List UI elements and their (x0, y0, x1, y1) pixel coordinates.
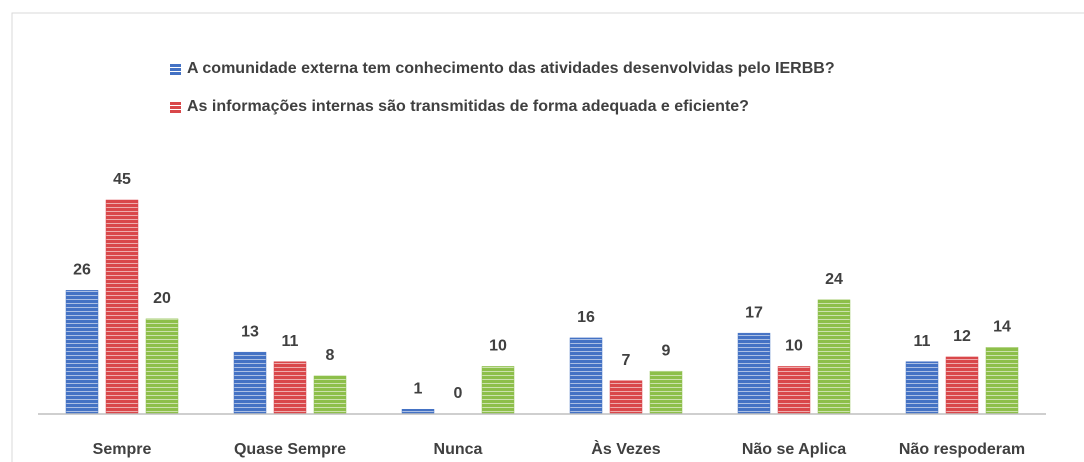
legend-label: As informações internas são transmitidas… (187, 98, 749, 115)
data-label: 16 (577, 309, 595, 326)
x-tick-label: Quase Sempre (234, 441, 346, 458)
chart-frame (11, 12, 1084, 462)
legend-swatch (170, 102, 181, 113)
bar (737, 332, 771, 415)
bar (273, 361, 307, 415)
data-label: 20 (153, 290, 171, 307)
data-label: 10 (785, 338, 803, 355)
bar (569, 337, 603, 415)
data-label: 1 (414, 380, 423, 397)
x-tick-label: Às Vezes (591, 439, 660, 458)
bar (65, 290, 99, 415)
bar (777, 366, 811, 415)
data-label: 26 (73, 262, 91, 279)
bar (145, 318, 179, 415)
x-tick-label: Não respoderam (899, 441, 1025, 458)
data-label: 7 (622, 352, 631, 369)
bar (233, 351, 267, 415)
data-label: 12 (953, 328, 971, 345)
data-label: 13 (241, 323, 259, 340)
legend: A comunidade externa tem conhecimento da… (170, 56, 960, 132)
data-label: 45 (113, 171, 131, 188)
bar (817, 299, 851, 415)
legend-entry: As informações internas são transmitidas… (170, 94, 960, 120)
data-label: 8 (326, 347, 335, 364)
x-tick-label: Sempre (93, 441, 152, 458)
x-tick-label: Nunca (434, 441, 483, 458)
data-label: 0 (454, 385, 463, 402)
bar (481, 366, 515, 415)
data-label: 14 (993, 319, 1011, 336)
data-label: 10 (489, 338, 507, 355)
bar (985, 347, 1019, 415)
data-label: 24 (825, 271, 843, 288)
bar (609, 380, 643, 415)
data-label: 11 (282, 333, 299, 350)
bar (313, 375, 347, 415)
bar (905, 361, 939, 415)
bar (649, 370, 683, 415)
data-label: 17 (745, 304, 763, 321)
bar (945, 356, 979, 415)
legend-label: A comunidade externa tem conhecimento da… (187, 60, 835, 77)
bar (105, 199, 139, 415)
legend-entry: A comunidade externa tem conhecimento da… (170, 56, 960, 82)
x-tick-label: Não se Aplica (742, 441, 846, 458)
legend-swatch (170, 64, 181, 75)
data-label: 11 (914, 333, 931, 350)
data-label: 9 (662, 342, 671, 359)
